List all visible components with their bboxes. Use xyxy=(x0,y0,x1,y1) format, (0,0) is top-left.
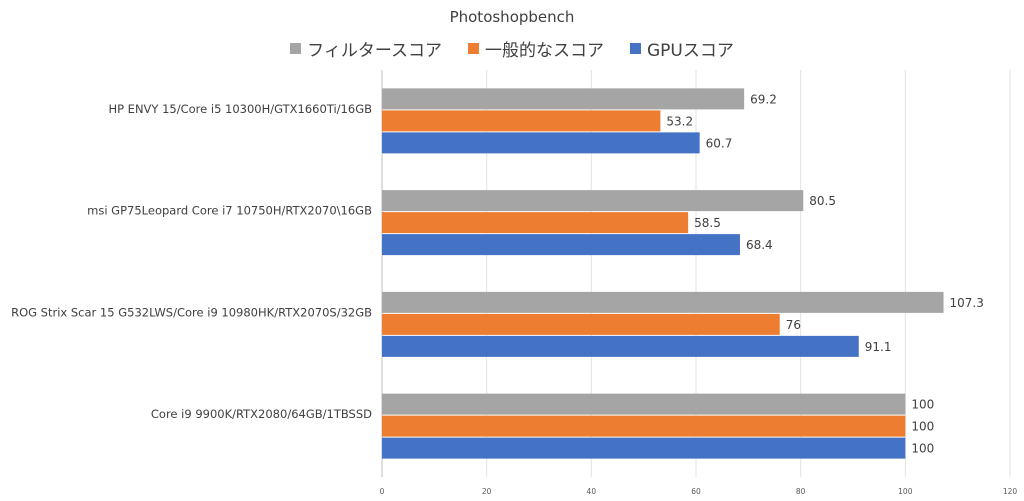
bar xyxy=(382,335,859,357)
data-label: 76 xyxy=(786,318,801,332)
x-tick-label: 0 xyxy=(380,487,385,496)
x-tick-label: 80 xyxy=(796,487,806,496)
bar xyxy=(382,393,906,415)
category-label: msi GP75Leopard Core i7 10750H/RTX2070\1… xyxy=(87,204,372,218)
x-tick-label: 20 xyxy=(482,487,492,496)
bar xyxy=(382,88,745,110)
data-label: 100 xyxy=(911,442,934,456)
data-label: 60.7 xyxy=(706,136,733,150)
x-tick-label: 120 xyxy=(1003,487,1018,496)
legend-label-general: 一般的なスコア xyxy=(484,41,604,61)
legend: フィルタースコア 一般的なスコア GPUスコア xyxy=(0,36,1024,61)
bar xyxy=(382,132,700,154)
category-label: HP ENVY 15/Core i5 10300H/GTX1660Ti/16GB xyxy=(108,102,372,116)
x-tick-label: 100 xyxy=(898,487,913,496)
chart-title: Photoshopbench xyxy=(449,8,575,26)
data-label: 80.5 xyxy=(809,194,836,208)
data-label: 68.4 xyxy=(746,238,773,252)
category-label: ROG Strix Scar 15 G532LWS/Core i9 10980H… xyxy=(11,305,372,319)
x-tick-label: 40 xyxy=(587,487,597,496)
legend-label-filter: フィルタースコア xyxy=(307,41,442,61)
bar xyxy=(382,291,944,313)
data-label: 91.1 xyxy=(865,340,892,354)
bar xyxy=(382,190,804,212)
bar xyxy=(382,110,661,132)
legend-item-gpu: GPUスコア xyxy=(629,36,734,61)
data-label: 107.3 xyxy=(950,296,984,310)
data-label: 100 xyxy=(911,420,934,434)
legend-swatch-filter xyxy=(290,43,302,54)
data-label: 58.5 xyxy=(694,216,721,230)
legend-swatch-gpu xyxy=(629,43,641,54)
bar xyxy=(382,212,689,234)
legend-item-filter: フィルタースコア xyxy=(290,36,442,61)
bar xyxy=(382,234,740,256)
legend-label-gpu: GPUスコア xyxy=(646,41,734,61)
data-label: 53.2 xyxy=(666,114,693,128)
data-label: 69.2 xyxy=(750,92,777,106)
bar xyxy=(382,437,906,459)
bar xyxy=(382,415,906,437)
data-label: 100 xyxy=(911,398,934,412)
category-label: Core i9 9900K/RTX2080/64GB/1TBSSD xyxy=(151,407,372,421)
bar xyxy=(382,313,780,335)
x-tick-label: 60 xyxy=(691,487,701,496)
legend-item-general: 一般的なスコア xyxy=(467,36,604,61)
legend-swatch-general xyxy=(467,43,479,54)
